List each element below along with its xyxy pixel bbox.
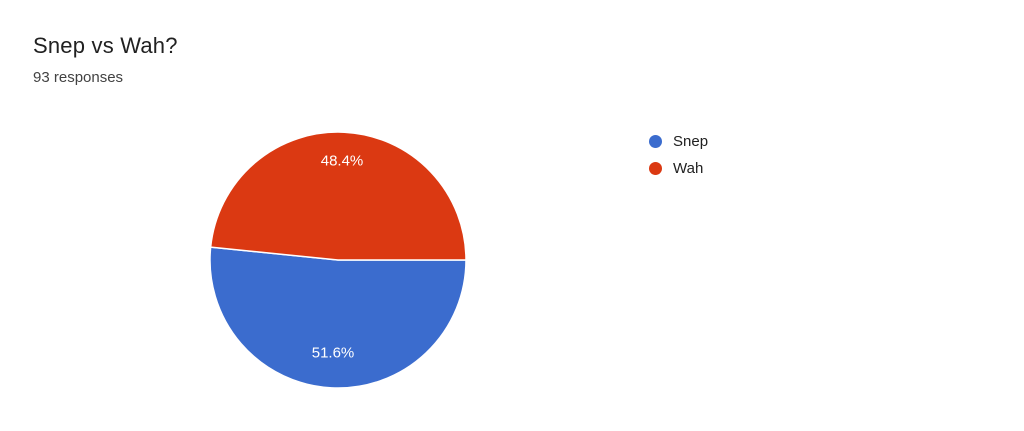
chart-title: Snep vs Wah? [33, 33, 178, 58]
legend-color-dot-snep [649, 135, 662, 148]
legend-item-wah: Wah [649, 155, 708, 182]
pie-slice-wah [209, 131, 467, 261]
pie-chart [209, 131, 467, 389]
legend-color-dot-wah [649, 162, 662, 175]
legend-item-snep: Snep [649, 128, 708, 155]
response-count: 93 responses [33, 69, 124, 86]
legend-label-snep: Snep [673, 133, 709, 150]
legend-label-wah: Wah [673, 160, 704, 177]
chart-legend: Snep Wah [649, 128, 708, 182]
pie-slice-snep [209, 246, 467, 389]
